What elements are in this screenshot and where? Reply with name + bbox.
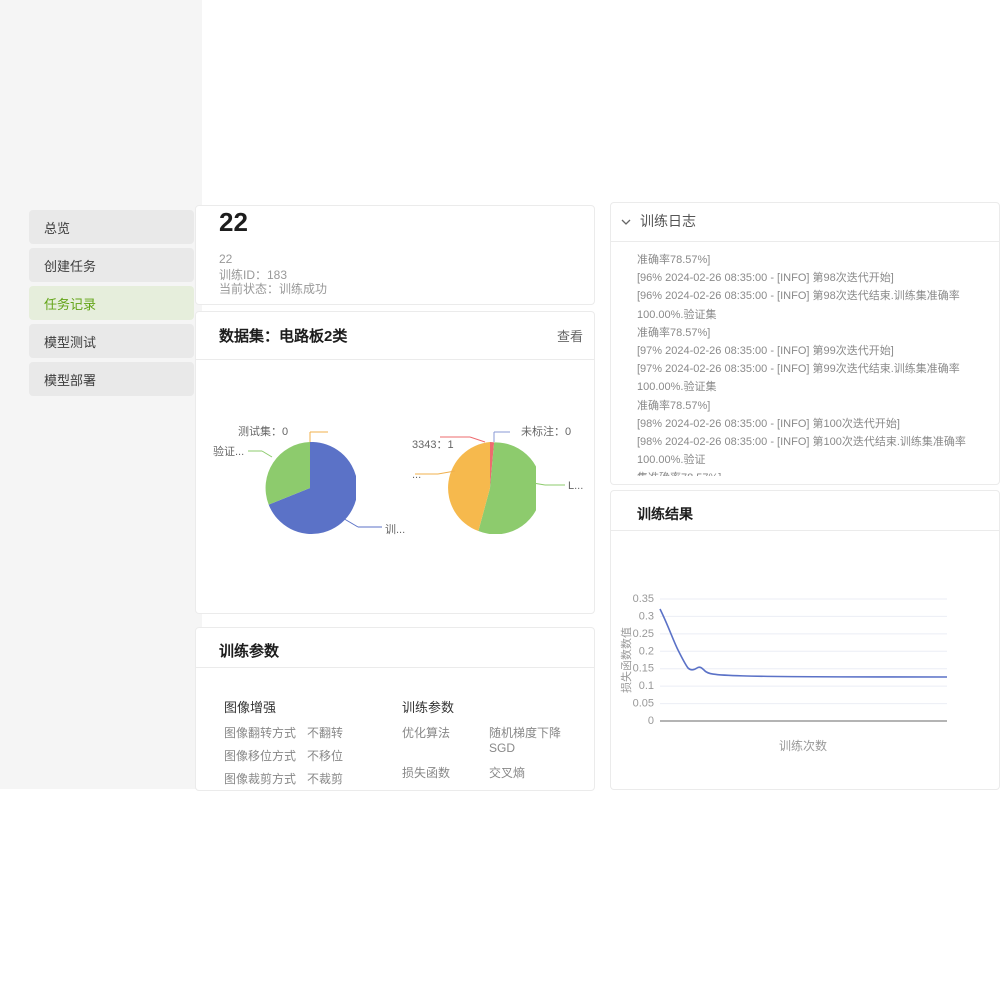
svg-text:0.25: 0.25 (633, 628, 654, 640)
svg-text:0: 0 (648, 715, 654, 727)
svg-text:0.15: 0.15 (633, 663, 654, 675)
svg-text:训练次数: 训练次数 (779, 738, 827, 753)
svg-text:0.35: 0.35 (633, 593, 654, 605)
svg-text:0.05: 0.05 (633, 698, 654, 710)
svg-text:0.2: 0.2 (639, 645, 654, 657)
svg-text:0.3: 0.3 (639, 610, 654, 622)
svg-text:0.1: 0.1 (639, 680, 654, 692)
svg-text:损失函数数值: 损失函数数值 (619, 627, 633, 693)
